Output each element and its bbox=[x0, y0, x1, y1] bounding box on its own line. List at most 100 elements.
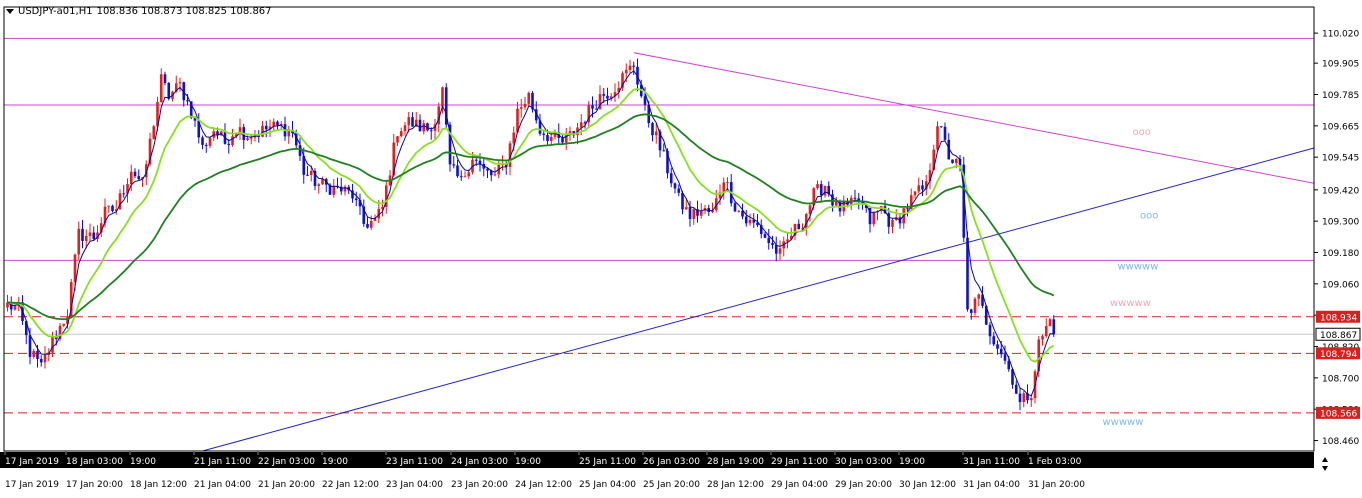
candle-body bbox=[369, 220, 373, 228]
candle-body bbox=[163, 74, 167, 83]
current-price-badge bbox=[1315, 327, 1361, 341]
candle-body bbox=[774, 244, 778, 254]
time-tick-label: 19:00 bbox=[130, 457, 156, 467]
candle-body bbox=[426, 123, 429, 131]
candle-body bbox=[516, 108, 519, 133]
candle-body bbox=[186, 100, 189, 102]
candle-body bbox=[696, 209, 699, 216]
candle-body bbox=[868, 208, 872, 225]
candle-body bbox=[448, 124, 452, 165]
candle-body bbox=[92, 232, 96, 239]
candle-body bbox=[624, 69, 628, 74]
candle-body bbox=[947, 139, 951, 160]
candle-body bbox=[767, 237, 771, 244]
candle-body bbox=[437, 106, 441, 125]
candle-body bbox=[654, 131, 658, 136]
candle-body bbox=[891, 219, 894, 227]
level-price-badge bbox=[1316, 347, 1360, 360]
price-tick-label: 108.700 bbox=[1322, 374, 1359, 384]
candle-body bbox=[684, 207, 688, 210]
candle-body bbox=[81, 228, 84, 241]
candle-body bbox=[261, 125, 264, 137]
candle-body bbox=[924, 181, 928, 190]
candle-body bbox=[321, 179, 324, 185]
candle-body bbox=[692, 209, 696, 219]
trendline-up bbox=[202, 147, 1315, 452]
candle-body bbox=[264, 125, 268, 130]
candle-body bbox=[917, 185, 921, 192]
candle-body bbox=[538, 120, 542, 134]
candle-body bbox=[294, 133, 298, 146]
candle-body bbox=[677, 188, 681, 193]
candle-body bbox=[861, 200, 864, 205]
candle-body bbox=[714, 198, 718, 211]
candle-body bbox=[834, 201, 838, 206]
time-tick-label: 25 Jan 11:00 bbox=[579, 457, 636, 467]
candle-body bbox=[489, 170, 493, 176]
candle-body bbox=[51, 336, 54, 353]
candle-body bbox=[752, 219, 756, 223]
price-tick-label: 108.460 bbox=[1322, 437, 1359, 447]
candle-body bbox=[313, 170, 317, 187]
candle-body bbox=[939, 126, 943, 128]
candle-body bbox=[988, 324, 992, 337]
candle-body bbox=[467, 172, 471, 177]
price-tick-label: 109.420 bbox=[1322, 186, 1359, 196]
candle-body bbox=[174, 83, 178, 92]
candle-body bbox=[463, 176, 467, 178]
candle-body bbox=[519, 107, 523, 109]
candles bbox=[6, 58, 1056, 411]
candle-body bbox=[928, 170, 932, 182]
time-tick-label: 22 Jan 12:00 bbox=[322, 480, 379, 490]
time-axis: 17 Jan 2019 18 Jan 03:00 19:00 21 Jan 11:00… bbox=[0, 451, 1328, 490]
candle-body bbox=[114, 209, 118, 212]
time-tick-label: 26 Jan 03:00 bbox=[643, 457, 700, 467]
candle-body bbox=[741, 210, 744, 217]
candle-body bbox=[118, 193, 122, 210]
candle-body bbox=[152, 126, 156, 139]
chevron-down-icon[interactable] bbox=[6, 8, 14, 14]
horizontal-levels bbox=[4, 37, 1314, 414]
candle-body bbox=[399, 131, 403, 137]
candle-body bbox=[793, 223, 797, 236]
time-tick-label: 1 Feb 03:00 bbox=[1028, 457, 1082, 467]
time-tick-label: 24 Jan 12:00 bbox=[515, 480, 572, 490]
candle-body bbox=[1018, 393, 1022, 403]
candle-body bbox=[407, 117, 411, 126]
candle-body bbox=[561, 137, 564, 143]
trendlines bbox=[202, 52, 1315, 452]
candle-body bbox=[384, 185, 388, 207]
candle-body bbox=[921, 185, 924, 190]
time-tick-label: 31 Jan 11:00 bbox=[963, 457, 1020, 467]
candle-body bbox=[621, 73, 624, 88]
symbol-label: USDJPY-a01,H1 bbox=[18, 5, 93, 17]
candle-body bbox=[39, 358, 43, 363]
candle-body bbox=[392, 142, 396, 176]
candle-body bbox=[906, 208, 909, 210]
candle-body bbox=[122, 193, 126, 195]
candle-body bbox=[43, 354, 47, 363]
candle-body bbox=[932, 149, 936, 171]
moving-averages bbox=[7, 70, 1055, 397]
annotation-label: wwwww bbox=[1103, 417, 1144, 428]
time-tick-label: 22 Jan 03:00 bbox=[258, 457, 315, 467]
price-tick-label: 109.180 bbox=[1322, 249, 1359, 259]
candle-body bbox=[846, 200, 849, 205]
candle-body bbox=[129, 171, 133, 185]
candle-body bbox=[231, 136, 234, 146]
candle-body bbox=[339, 186, 343, 192]
time-tick-label: 25 Jan 04:00 bbox=[579, 480, 636, 490]
candle-body bbox=[853, 197, 857, 199]
time-tick-label: 23 Jan 20:00 bbox=[451, 480, 508, 490]
trendline-down bbox=[633, 52, 1315, 184]
candle-body bbox=[527, 92, 531, 104]
time-tick-label: 18 Jan 03:00 bbox=[66, 457, 123, 467]
candle-body bbox=[756, 222, 759, 226]
annotations: ooo ooo wwwww wwwww wwwww bbox=[1103, 127, 1159, 428]
chart-title: USDJPY-a01,H1 108.836 108.873 108.825 10… bbox=[6, 3, 272, 19]
candle-body bbox=[204, 144, 208, 146]
candle-body bbox=[276, 121, 279, 126]
candle-body bbox=[1022, 393, 1026, 403]
